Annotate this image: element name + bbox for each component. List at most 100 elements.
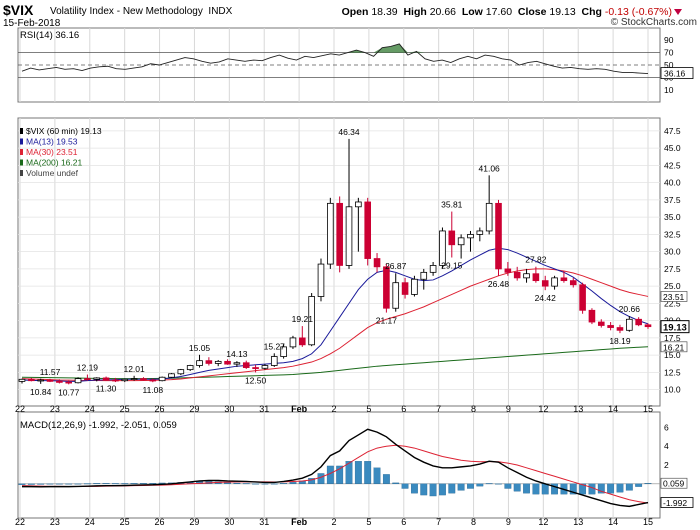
price-annotation: 35.81 [441,200,463,210]
x-tick-label: 23 [50,404,60,414]
candle-body [551,277,558,287]
x-tick-label: 6 [401,404,406,414]
macd-histogram-bar [401,483,409,489]
x-tick-label: 5 [366,517,371,527]
ma200-line [21,346,649,380]
rsi-line [21,43,649,75]
x-tick-label: 12 [538,517,548,527]
candle-body [130,378,138,381]
price-annotation: 46.34 [338,127,360,137]
macd-histogram-bar [130,483,138,484]
macd-histogram-bar [233,482,241,484]
candle-body [476,230,484,235]
candle-body [37,379,44,382]
candle-body [149,379,157,382]
price-annotation: 10.77 [58,387,80,397]
x-tick-label: 29 [189,404,199,414]
candle-body [560,277,568,282]
low-label: Low [461,6,483,18]
candle-body [420,271,428,280]
price-annotation: 12.19 [77,363,99,373]
candle-body [345,206,353,266]
x-tick-label: 14 [608,404,618,414]
price-y-tick-label: 15.0 [664,350,681,360]
price-y-tick-label: 35.0 [664,212,681,222]
macd-histogram-bar [65,483,73,485]
candle-body [112,379,119,382]
price-y-tick-label: 47.5 [664,126,681,136]
candle-body [411,278,418,295]
price-y-tick-label: 22.5 [664,298,681,308]
candle-body [467,233,474,239]
legend-swatch [20,170,23,176]
candle-body [541,280,549,287]
legend-entry: MA(200) 16.21 [26,158,82,168]
macd-histogram-bar [242,483,250,485]
price-annotation: 19.21 [292,314,314,324]
x-tick-label: Feb [291,404,308,414]
x-tick-label: 29 [189,517,199,527]
candle-body [588,309,596,323]
macd-histogram-bar [93,483,101,484]
macd-histogram-bar [579,483,587,495]
macd-line [22,428,649,508]
macd-histogram-bar [635,483,643,487]
chg-value: -0.13 (-0.67%) [604,6,672,18]
macd-histogram-bar [410,483,418,494]
price-y-tick-label: 40.0 [664,178,681,188]
rsi-current-label: 36.16 [664,69,686,79]
price-y-tick-label: 10.0 [664,385,681,395]
macd-hist-current-label: 0.059 [663,479,685,489]
price-y-tick-label: 37.5 [664,195,681,205]
quote-summary: Open 18.39 High 20.66 Low 17.60 Close 19… [342,6,672,18]
x-tick-label: 9 [506,517,511,527]
price-annotation: 21.17 [376,316,398,326]
rsi-overbought-fill [407,51,426,53]
stockcharts-logo: © StockCharts.com [610,17,697,28]
candle-body [214,360,222,364]
x-tick-label: 8 [471,517,476,527]
candle-body [140,378,147,381]
candle-body [205,360,213,364]
candle-body [84,378,91,381]
macd-histogram-bar [532,483,540,495]
symbol-title: $VIX [3,2,34,18]
macd-histogram-bar [513,483,521,492]
candle-body [616,327,624,331]
rsi-y-tick-label: 70 [664,48,674,58]
macd-histogram-bar [121,483,129,485]
macd-histogram-bar [429,483,437,497]
x-tick-label: 30 [224,404,234,414]
price-annotation: 12.50 [245,375,267,385]
macd-histogram-bar [616,483,624,493]
candle-body [383,266,390,309]
macd-histogram-bar [354,461,362,484]
candle-body [196,360,203,366]
down-arrow-icon [674,9,682,15]
x-tick-label: 2 [331,517,336,527]
legend-entry: $VIX (60 min) 19.13 [26,126,102,136]
candle-body [485,202,493,232]
macd-histogram-bar [504,483,512,489]
macd-histogram-bar [420,483,428,496]
price-y-tick-label: 32.5 [664,229,681,239]
macd-histogram-bar [448,483,456,494]
candle-body [635,318,642,326]
x-tick-label: 30 [224,517,234,527]
candle-body [28,378,35,382]
price-annotation: 15.27 [264,341,286,351]
ma-last-label: 16.21 [663,342,685,352]
macd-histogram-bar [373,467,381,484]
x-tick-label: 7 [436,517,441,527]
macd-histogram-bar [270,483,278,485]
x-tick-label: 24 [85,404,95,414]
x-tick-label: 6 [401,517,406,527]
x-tick-label: 23 [50,517,60,527]
macd-histogram-bar [74,483,82,485]
price-annotation: 12.01 [123,364,145,374]
ma13-line [21,247,649,382]
x-tick-label: 15 [643,517,653,527]
x-tick-label: 31 [259,404,269,414]
macd-current-badge [660,497,694,508]
macd-histogram-bar [280,483,288,484]
